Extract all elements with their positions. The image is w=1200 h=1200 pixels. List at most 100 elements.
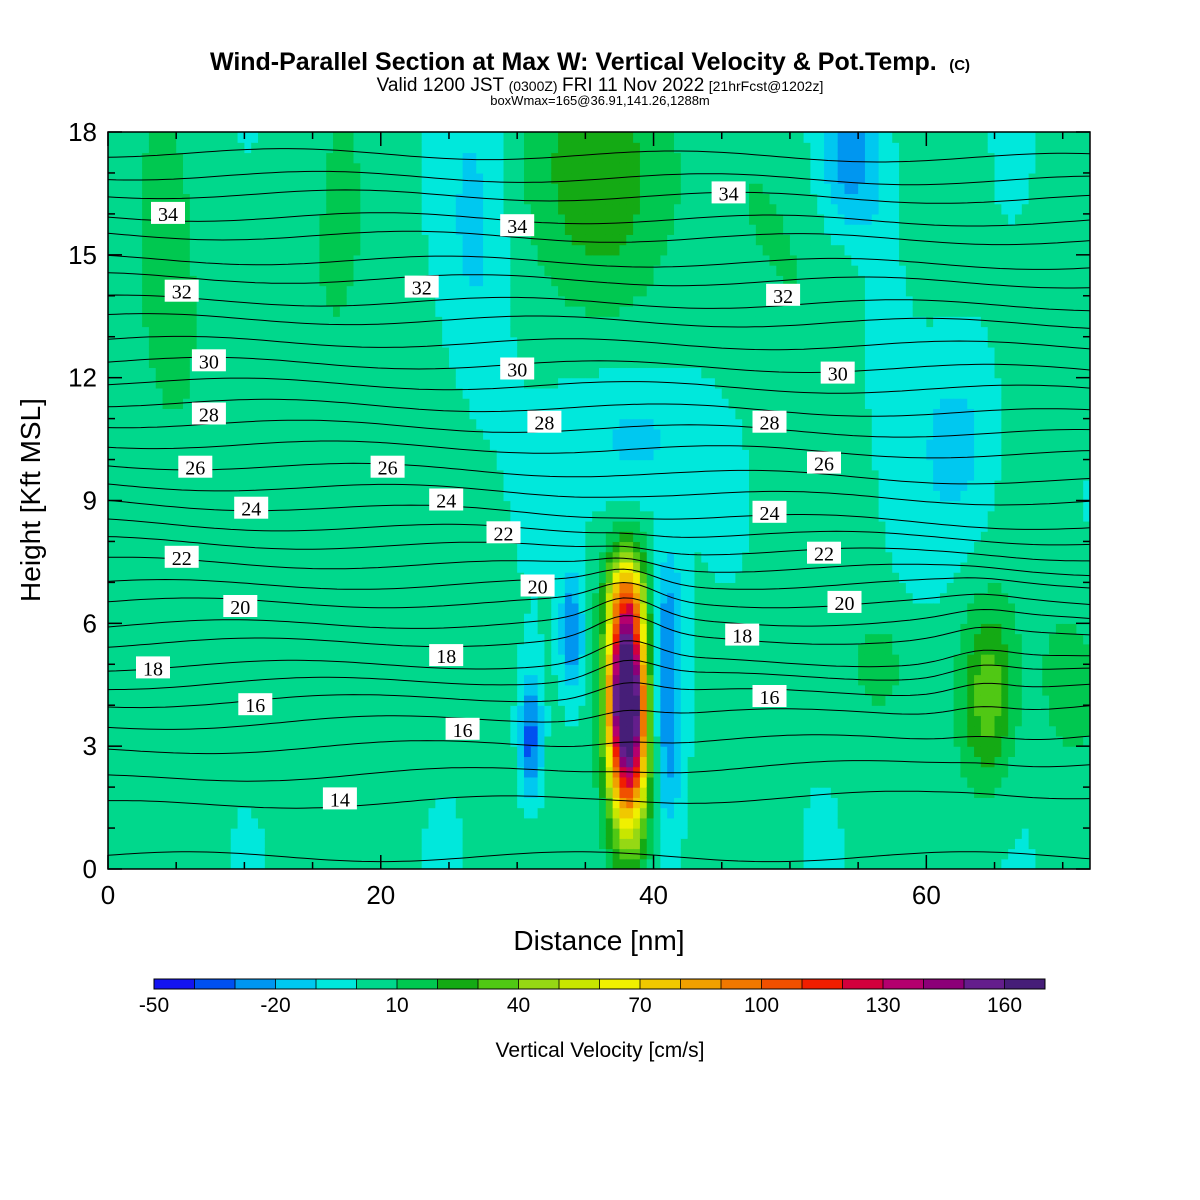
heatmap-cell	[264, 183, 273, 195]
heatmap-cell	[121, 346, 130, 358]
heatmap-cell	[414, 346, 423, 358]
heatmap-cell	[530, 387, 539, 399]
heatmap-cell	[162, 633, 170, 645]
heatmap-cell	[196, 848, 205, 860]
heatmap-cell	[298, 449, 307, 461]
heatmap-cell	[264, 623, 273, 635]
heatmap-cell	[544, 183, 552, 195]
heatmap-cell	[196, 766, 205, 778]
heatmap-cell	[244, 746, 252, 758]
heatmap-cell	[251, 746, 259, 758]
heatmap-cell	[551, 336, 559, 348]
heatmap-cell	[544, 776, 552, 788]
heatmap-cell	[271, 357, 280, 369]
heatmap-cell	[169, 766, 177, 778]
heatmap-cell	[489, 725, 498, 737]
heatmap-cell	[401, 367, 409, 379]
heatmap-cell	[544, 254, 552, 266]
heatmap-cell	[483, 541, 491, 553]
heatmap-cell	[244, 766, 252, 778]
heatmap-cell	[489, 244, 498, 256]
heatmap-cell	[564, 807, 573, 819]
heatmap-cell	[339, 725, 348, 737]
heatmap-cell	[421, 459, 430, 471]
heatmap-cell	[305, 285, 314, 297]
heatmap-cell	[183, 377, 191, 389]
heatmap-cell	[442, 172, 450, 184]
heatmap-cell	[319, 674, 327, 686]
heatmap-cell	[442, 428, 450, 440]
heatmap-cell	[271, 459, 280, 471]
heatmap-cell	[394, 265, 402, 276]
heatmap-cell	[333, 602, 341, 614]
heatmap-cell	[496, 244, 505, 256]
heatmap-cell	[564, 336, 573, 348]
heatmap-cell	[339, 346, 348, 358]
heatmap-cell	[537, 172, 546, 184]
heatmap-cell	[564, 254, 573, 266]
heatmap-cell	[428, 807, 436, 819]
heatmap-cell	[121, 408, 130, 420]
heatmap-cell	[264, 613, 273, 624]
heatmap-cell	[203, 858, 211, 869]
heatmap-cell	[176, 346, 184, 358]
heatmap-cell	[537, 387, 546, 399]
heatmap-cell	[169, 346, 177, 358]
heatmap-cell	[435, 725, 443, 737]
heatmap-cell	[564, 531, 573, 543]
heatmap-cell	[421, 213, 430, 225]
heatmap-cell	[448, 541, 457, 553]
heatmap-cell	[326, 265, 334, 276]
heatmap-cell	[537, 817, 546, 829]
heatmap-cell	[530, 838, 539, 850]
heatmap-cell	[312, 346, 320, 358]
heatmap-cell	[387, 756, 396, 768]
heatmap-cell	[462, 377, 471, 389]
heatmap-cell	[285, 346, 293, 358]
heatmap-cell	[162, 439, 170, 450]
heatmap-cell	[217, 469, 225, 481]
heatmap-cell	[578, 797, 586, 809]
heatmap-cell	[428, 715, 436, 727]
heatmap-cell	[271, 490, 280, 502]
heatmap-cell	[196, 183, 205, 195]
heatmap-cell	[339, 428, 348, 440]
heatmap-cell	[244, 357, 252, 369]
heatmap-cell	[217, 510, 225, 522]
heatmap-cell	[503, 408, 511, 420]
heatmap-cell	[237, 572, 245, 583]
heatmap-cell	[394, 490, 402, 502]
heatmap-cell	[292, 776, 300, 788]
heatmap-cell	[442, 807, 450, 819]
heatmap-cell	[442, 541, 450, 553]
heatmap-cell	[230, 295, 239, 307]
heatmap-cell	[285, 858, 293, 869]
heatmap-cell	[305, 561, 314, 573]
heatmap-cell	[462, 459, 471, 471]
heatmap-cell	[394, 183, 402, 195]
heatmap-cell	[142, 234, 150, 246]
heatmap-cell	[394, 152, 402, 164]
heatmap-cell	[455, 428, 464, 440]
heatmap-cell	[414, 643, 423, 655]
heatmap-cell	[510, 756, 518, 768]
heatmap-cell	[217, 336, 225, 348]
heatmap-cell	[251, 418, 259, 430]
heatmap-cell	[114, 623, 123, 635]
heatmap-cell	[367, 766, 375, 778]
heatmap-cell	[435, 398, 443, 409]
heatmap-cell	[380, 664, 389, 676]
heatmap-cell	[462, 602, 471, 614]
heatmap-cell	[244, 459, 252, 471]
heatmap-cell	[401, 643, 409, 655]
heatmap-cell	[558, 838, 566, 850]
heatmap-cell	[169, 807, 177, 819]
heatmap-cell	[121, 183, 130, 195]
heatmap-cell	[326, 295, 334, 307]
heatmap-cell	[503, 265, 511, 276]
heatmap-cell	[305, 480, 314, 491]
heatmap-cell	[346, 224, 355, 235]
heatmap-cell	[333, 142, 341, 154]
heatmap-cell	[339, 316, 348, 328]
heatmap-cell	[503, 377, 511, 389]
